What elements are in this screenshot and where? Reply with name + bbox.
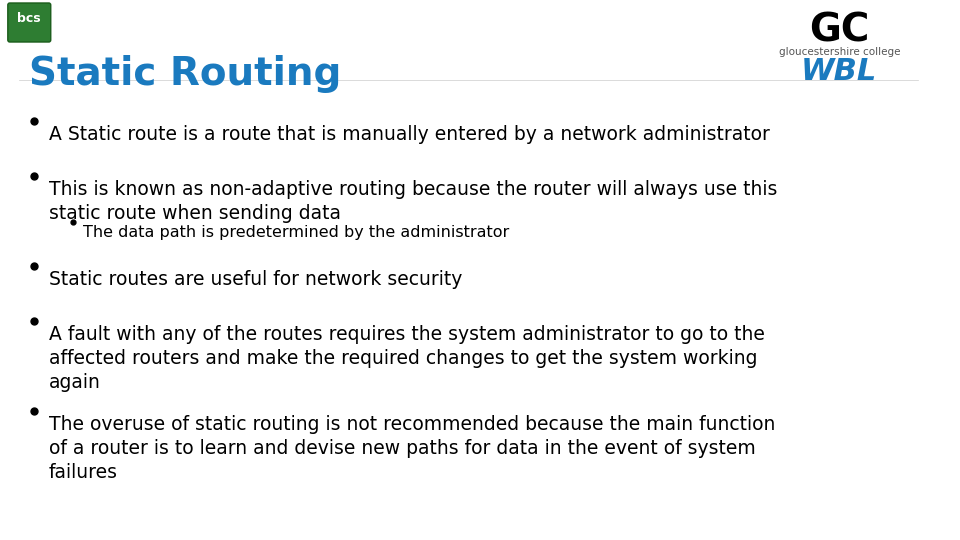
Text: The overuse of static routing is not recommended because the main function
of a : The overuse of static routing is not rec…	[49, 415, 775, 483]
Text: Static Routing: Static Routing	[29, 55, 342, 93]
Text: A fault with any of the routes requires the system administrator to go to the
af: A fault with any of the routes requires …	[49, 325, 765, 393]
Text: A Static route is a route that is manually entered by a network administrator: A Static route is a route that is manual…	[49, 125, 770, 144]
Text: Static routes are useful for network security: Static routes are useful for network sec…	[49, 270, 462, 289]
FancyBboxPatch shape	[8, 3, 51, 42]
Text: gloucestershire college: gloucestershire college	[779, 47, 900, 57]
Text: The data path is predetermined by the administrator: The data path is predetermined by the ad…	[83, 225, 509, 240]
Text: WBL: WBL	[802, 57, 877, 86]
Text: bcs: bcs	[17, 12, 41, 25]
Text: This is known as non-adaptive routing because the router will always use this
st: This is known as non-adaptive routing be…	[49, 180, 778, 223]
Text: GC: GC	[809, 11, 870, 49]
